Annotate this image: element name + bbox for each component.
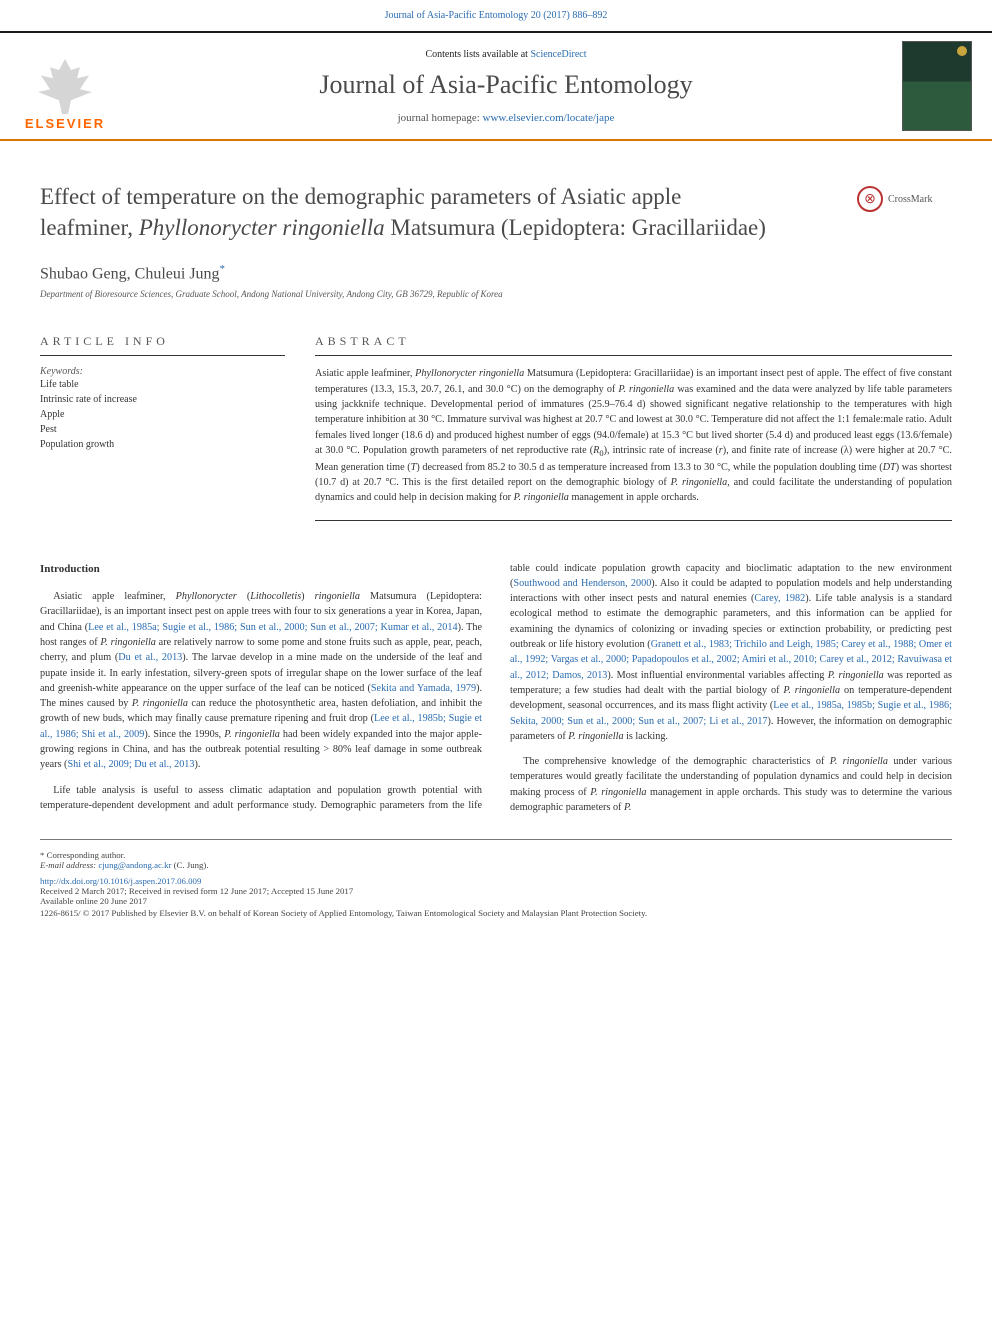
corresponding-mark[interactable]: *	[220, 263, 226, 275]
info-abstract-row: ARTICLE INFO Keywords: Life tableIntrins…	[0, 334, 992, 520]
journal-header: ELSEVIER Contents lists available at Sci…	[0, 31, 992, 141]
sciencedirect-link[interactable]: ScienceDirect	[530, 49, 586, 60]
keyword-item: Intrinsic rate of increase	[40, 392, 285, 407]
contents-line: Contents lists available at ScienceDirec…	[110, 49, 902, 60]
homepage-prefix: journal homepage:	[398, 112, 483, 124]
copyright-line: 1226-8615/ © 2017 Published by Elsevier …	[0, 906, 992, 938]
keyword-item: Apple	[40, 407, 285, 422]
authors: Shubao Geng, Chuleui Jung*	[0, 253, 992, 289]
keyword-item: Population growth	[40, 437, 285, 452]
title-line1: Effect of temperature on the demographic…	[40, 184, 681, 209]
received-line: Received 2 March 2017; Received in revis…	[40, 886, 952, 896]
keyword-item: Pest	[40, 422, 285, 437]
intro-p3: The comprehensive knowledge of the demog…	[510, 754, 952, 815]
corr-text: Corresponding author.	[47, 850, 126, 860]
email-line: E-mail address: cjung@andong.ac.kr (C. J…	[40, 860, 952, 870]
journal-issue-link[interactable]: Journal of Asia-Pacific Entomology 20 (2…	[385, 10, 608, 21]
elsevier-wordmark: ELSEVIER	[25, 116, 105, 131]
intro-p1: Asiatic apple leafminer, Phyllonorycter …	[40, 589, 482, 773]
crossmark-label: CrossMark	[888, 194, 932, 205]
author-names: Shubao Geng, Chuleui Jung	[40, 265, 220, 282]
abstract-column: ABSTRACT Asiatic apple leafminer, Phyllo…	[315, 334, 952, 520]
top-banner: Journal of Asia-Pacific Entomology 20 (2…	[0, 0, 992, 31]
crossmark-badge[interactable]: ⊗ CrossMark	[857, 186, 952, 212]
title-species: Phyllonorycter ringoniella	[139, 215, 385, 240]
keywords-list: Life tableIntrinsic rate of increaseAppl…	[40, 377, 285, 452]
header-center: Contents lists available at ScienceDirec…	[110, 49, 902, 124]
footnotes: * Corresponding author. E-mail address: …	[40, 839, 952, 870]
article-info: ARTICLE INFO Keywords: Life tableIntrins…	[40, 334, 285, 520]
affiliation: Department of Bioresource Sciences, Grad…	[0, 289, 992, 319]
title-row: Effect of temperature on the demographic…	[0, 141, 992, 253]
keywords-label: Keywords:	[40, 366, 285, 377]
keyword-item: Life table	[40, 377, 285, 392]
elsevier-logo: ELSEVIER	[20, 41, 110, 131]
introduction-section: Introduction Asiatic apple leafminer, Ph…	[0, 521, 992, 830]
paper-title: Effect of temperature on the demographic…	[40, 181, 837, 243]
email-suffix: (C. Jung).	[174, 860, 209, 870]
journal-cover-thumbnail	[902, 41, 972, 131]
corresponding-author-note: * Corresponding author.	[40, 850, 952, 860]
doi-link[interactable]: http://dx.doi.org/10.1016/j.aspen.2017.0…	[40, 876, 201, 886]
homepage-link[interactable]: www.elsevier.com/locate/jape	[483, 112, 615, 124]
email-label: E-mail address:	[40, 860, 96, 870]
email-link[interactable]: cjung@andong.ac.kr	[98, 860, 171, 870]
title-line2b: Matsumura (Lepidoptera: Gracillariidae)	[385, 215, 766, 240]
abstract-text: Asiatic apple leafminer, Phyllonorycter …	[315, 366, 952, 505]
contents-prefix: Contents lists available at	[425, 49, 530, 60]
doi-block: http://dx.doi.org/10.1016/j.aspen.2017.0…	[0, 870, 992, 906]
crossmark-icon: ⊗	[857, 186, 883, 212]
title-line2a: leafminer,	[40, 215, 139, 240]
journal-name: Journal of Asia-Pacific Entomology	[110, 70, 902, 100]
homepage-line: journal homepage: www.elsevier.com/locat…	[110, 112, 902, 124]
available-line: Available online 20 June 2017	[40, 896, 952, 906]
article-info-heading: ARTICLE INFO	[40, 334, 285, 356]
elsevier-tree-icon	[35, 59, 95, 114]
abstract-heading: ABSTRACT	[315, 334, 952, 356]
intro-heading: Introduction	[40, 561, 482, 578]
